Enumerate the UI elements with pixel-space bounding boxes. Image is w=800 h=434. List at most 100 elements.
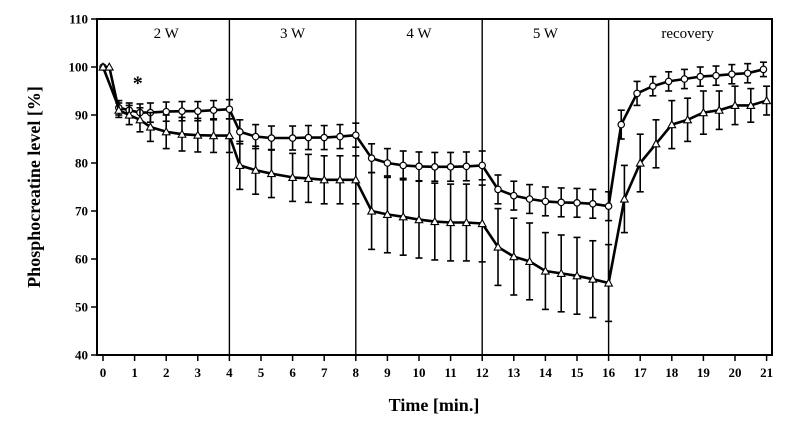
phase-label-1: 3 W (280, 26, 306, 42)
data-point (541, 197, 550, 206)
data-point (617, 120, 626, 129)
data-point (303, 173, 314, 182)
data-point (714, 105, 724, 114)
x-axis-ticks: 0 1 2 3 4 5 6 7 8 9 10 11 12 13 14 15 16 17 18 19 20 21 (100, 355, 773, 380)
x-tick-label: 19 (697, 365, 711, 380)
data-point (477, 218, 487, 228)
data-point (509, 251, 519, 261)
x-tick-label: 13 (507, 365, 521, 380)
data-point (509, 191, 518, 200)
x-tick-label: 21 (760, 365, 773, 380)
data-point (236, 128, 244, 136)
series-layer (98, 61, 772, 323)
data-point (445, 217, 456, 227)
data-point (761, 95, 772, 105)
data-point (557, 198, 566, 207)
y-axis-title: Phosphocreatine level [%] (24, 86, 44, 288)
data-point (399, 161, 408, 170)
y-tick-label: 90 (75, 108, 88, 123)
phase-label-4: recovery (661, 26, 714, 42)
data-point (351, 174, 361, 184)
data-point (383, 159, 392, 167)
y-tick-label: 40 (75, 348, 88, 363)
data-point (540, 266, 551, 275)
data-point (446, 163, 455, 171)
data-point (728, 70, 736, 79)
data-point (177, 129, 187, 138)
data-point (664, 77, 673, 86)
data-point (162, 107, 171, 116)
data-point (573, 199, 581, 207)
data-point (208, 130, 219, 140)
data-point (135, 114, 145, 124)
data-point (604, 202, 613, 211)
phase-labels: 2 W 3 W 4 W 5 W recovery (154, 26, 715, 42)
data-point (320, 133, 329, 142)
data-point (556, 268, 566, 277)
x-tick-label: 15 (571, 365, 585, 380)
x-tick-label: 16 (602, 365, 616, 380)
x-tick-label: 18 (665, 365, 679, 380)
data-point (524, 256, 535, 265)
data-point (351, 131, 360, 139)
data-point (730, 100, 740, 109)
x-tick-label: 20 (729, 365, 742, 380)
data-point (493, 242, 503, 251)
data-point (336, 132, 344, 141)
data-point (572, 270, 582, 280)
series-0 (99, 61, 768, 222)
annotations: * (133, 72, 143, 94)
data-point (494, 185, 502, 194)
data-point (461, 217, 472, 227)
data-point (367, 154, 376, 163)
x-tick-label: 1 (131, 365, 138, 380)
x-tick-label: 17 (634, 365, 648, 380)
data-point (633, 89, 641, 98)
data-point (667, 119, 677, 129)
significance-marker: * (133, 72, 143, 94)
data-point (319, 174, 329, 184)
data-point (635, 158, 645, 167)
data-point (178, 107, 186, 115)
data-point (682, 114, 693, 124)
y-tick-label: 60 (75, 252, 88, 267)
data-point (193, 130, 203, 139)
data-point (225, 105, 234, 114)
data-point (478, 161, 487, 170)
data-point (114, 105, 124, 114)
data-point (619, 194, 630, 203)
data-point (124, 110, 134, 119)
x-tick-label: 8 (353, 365, 360, 380)
y-tick-label: 50 (75, 300, 88, 315)
data-point (746, 100, 756, 109)
data-point (288, 134, 297, 142)
data-point (209, 106, 218, 115)
y-tick-label: 80 (75, 156, 88, 171)
data-point (382, 209, 393, 218)
x-tick-label: 0 (100, 365, 107, 380)
data-point (759, 65, 768, 74)
x-tick-label: 12 (476, 365, 489, 380)
data-point (680, 75, 689, 83)
x-tick-label: 9 (384, 365, 391, 380)
data-point (98, 62, 108, 71)
data-point (430, 216, 440, 226)
x-tick-label: 14 (539, 365, 553, 380)
phase-label-2: 4 W (406, 26, 432, 42)
x-tick-label: 3 (195, 365, 202, 380)
data-point (603, 278, 614, 287)
y-tick-label: 100 (69, 60, 89, 75)
data-point (462, 162, 471, 171)
data-point (588, 200, 597, 208)
data-point (250, 165, 261, 174)
data-point (251, 132, 260, 141)
x-tick-label: 10 (413, 365, 426, 380)
data-point (104, 62, 115, 71)
data-point (266, 168, 277, 178)
data-point (698, 107, 709, 117)
data-point (235, 160, 245, 169)
data-point (696, 72, 705, 81)
phase-label-0: 2 W (154, 26, 180, 42)
data-point (712, 71, 720, 80)
